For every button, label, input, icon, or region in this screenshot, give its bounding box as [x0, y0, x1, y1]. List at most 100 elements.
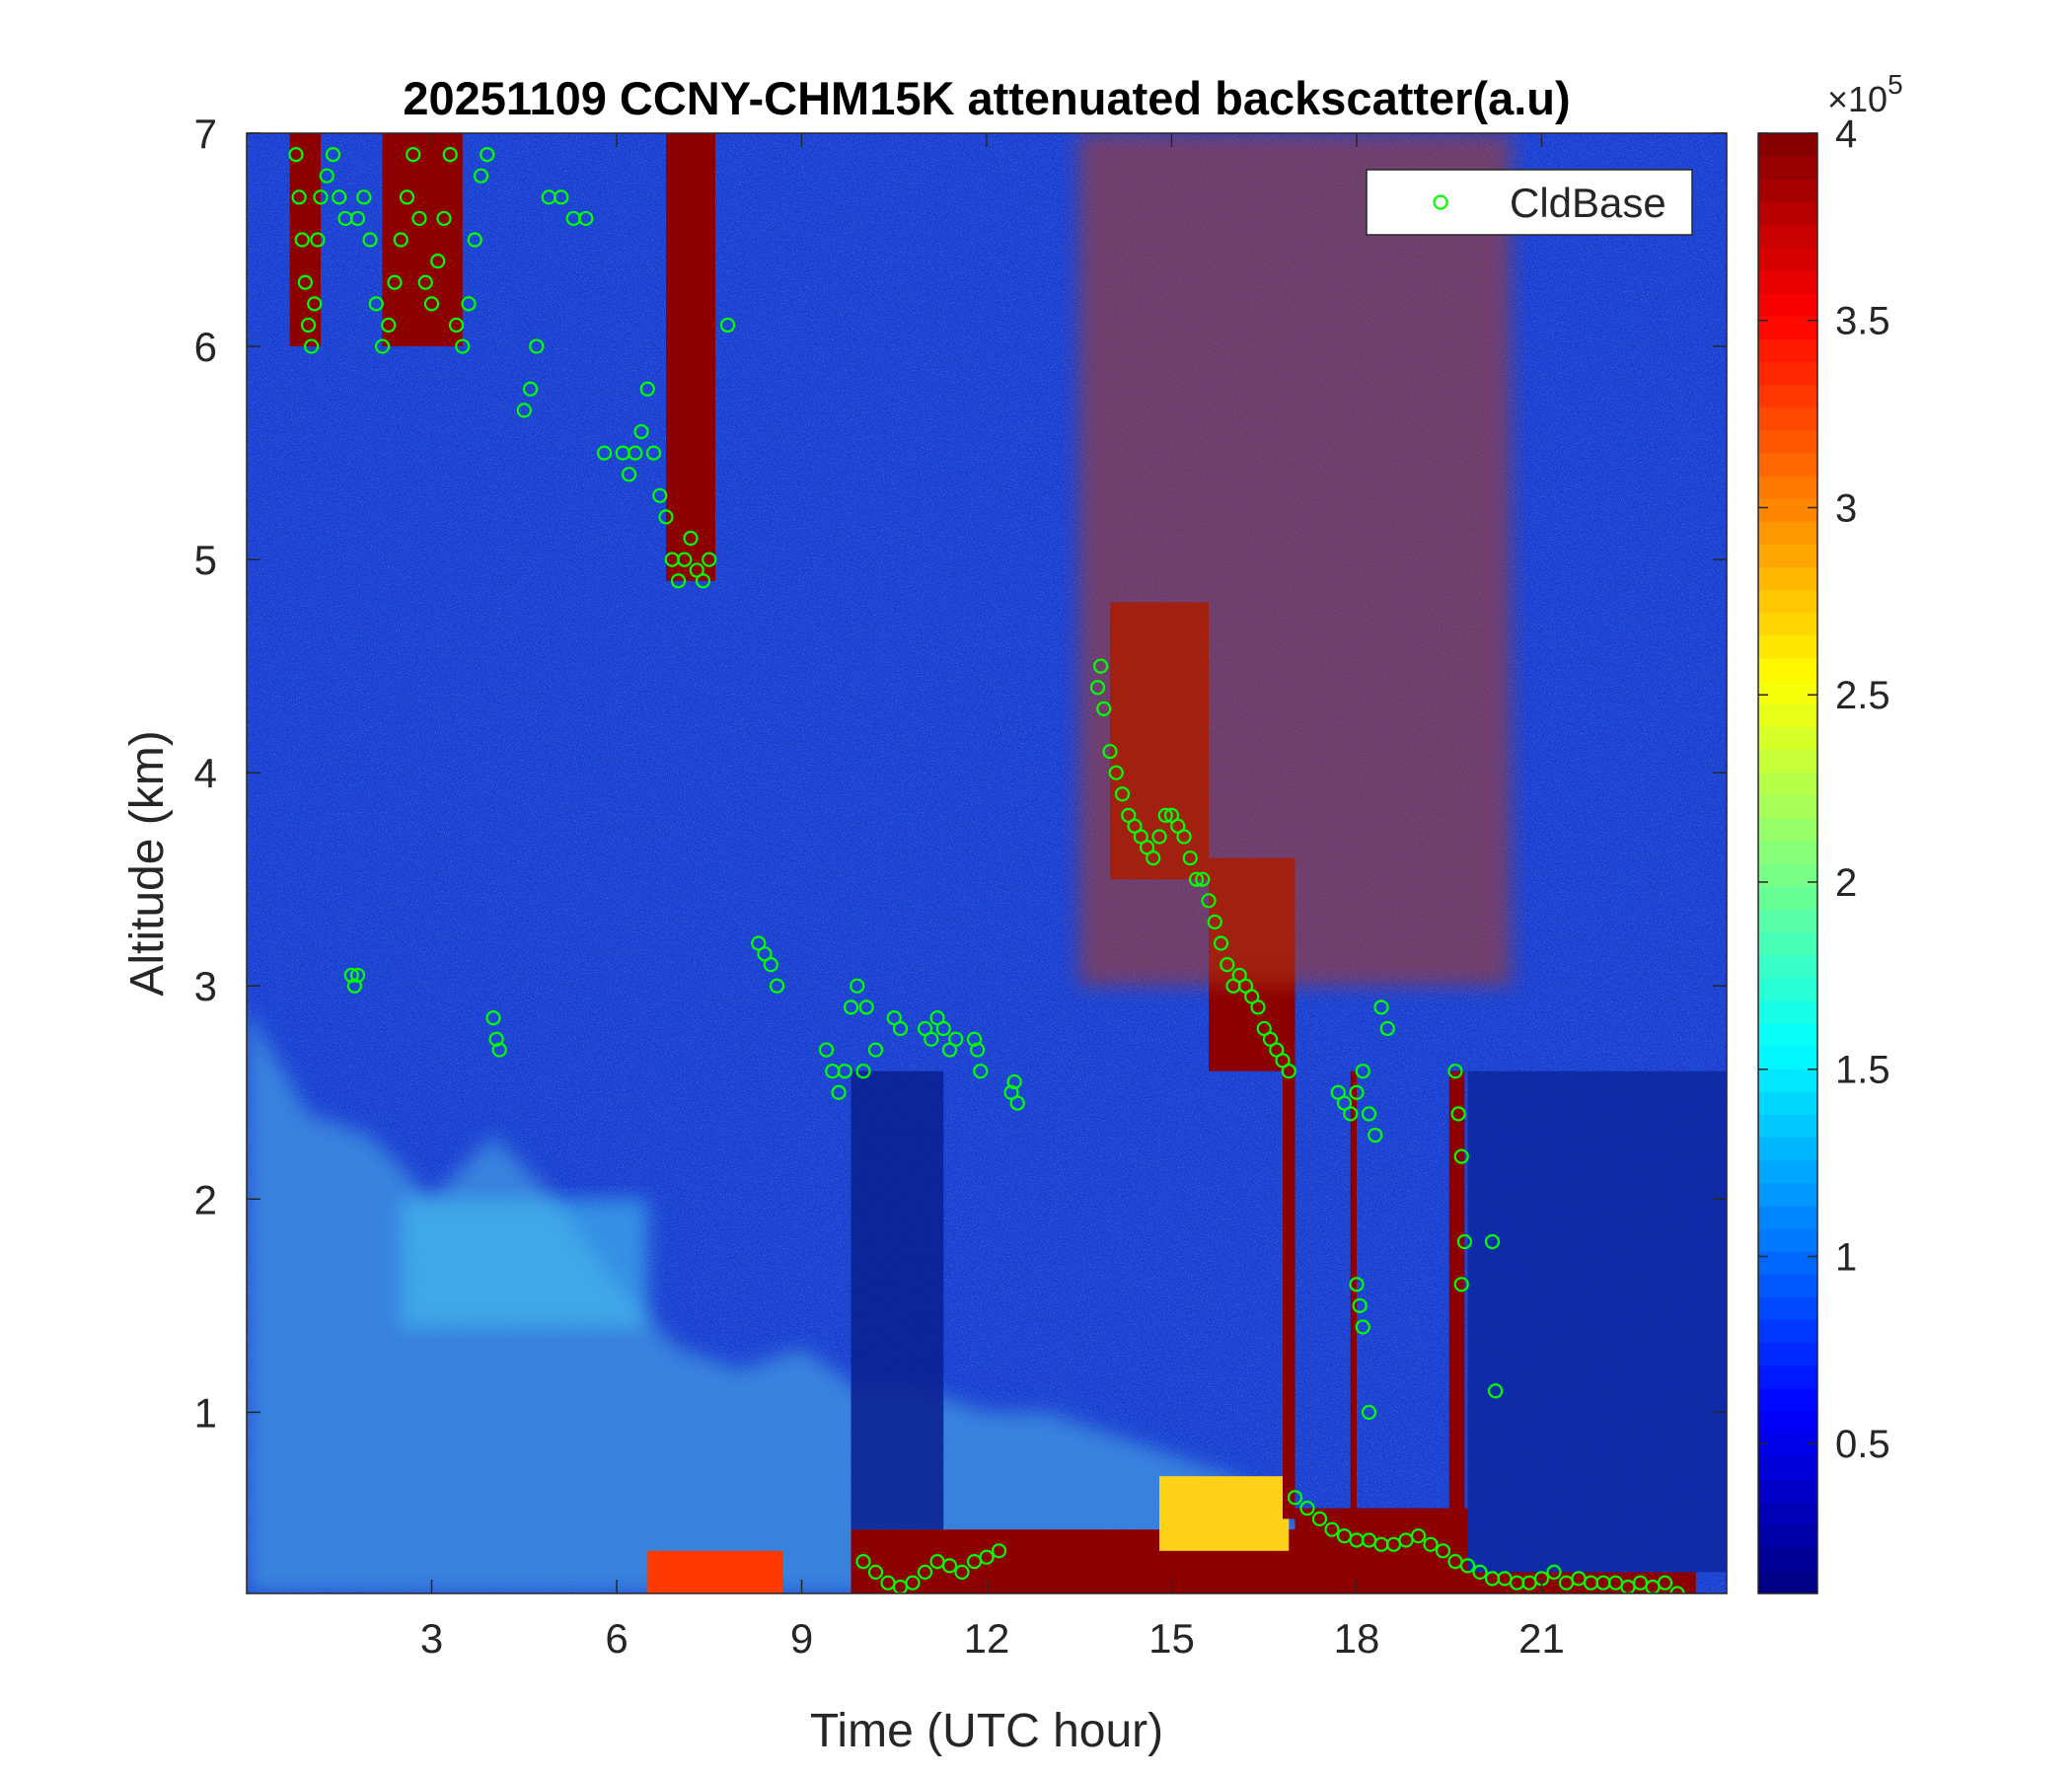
- colorbar: 0.5 1 1.5 2 2.5 3 3.5 4 ×105: [1757, 69, 1903, 1594]
- colorbar-segment: [1758, 1069, 1817, 1092]
- colorbar-tick-label: 1.5: [1835, 1049, 1890, 1092]
- colorbar-segment: [1758, 247, 1817, 271]
- plot-area: [247, 133, 1727, 1593]
- cldbase-point: [818, 1042, 835, 1058]
- legend: CldBase: [1366, 169, 1693, 236]
- colorbar-segment: [1758, 886, 1817, 910]
- cldbase-point: [850, 978, 865, 994]
- colorbar-exponent-base: ×10: [1827, 79, 1887, 119]
- colorbar-segment: [1758, 749, 1817, 774]
- cldbase-point: [485, 1010, 501, 1026]
- cldbase-point: [529, 338, 545, 354]
- cldbase-point: [1349, 1277, 1365, 1293]
- cldbase-point: [1188, 871, 1205, 887]
- cldbase-point: [522, 381, 539, 397]
- colorbar-segment: [1758, 1365, 1817, 1389]
- cldbase-point: [346, 978, 362, 994]
- cldbase-point: [1108, 765, 1124, 780]
- cldbase-point: [1102, 743, 1118, 760]
- colorbar-segment: [1758, 1091, 1817, 1115]
- cldbase-point: [1484, 1233, 1501, 1250]
- cldbase-point: [349, 210, 366, 227]
- colorbar-segment: [1758, 179, 1817, 202]
- boundary-layer: [247, 1006, 1307, 1593]
- colorbar-segment: [1758, 429, 1817, 454]
- cldbase-point: [1459, 1558, 1476, 1574]
- colorbar-tick-label: 2: [1835, 861, 1857, 905]
- cldbase-point: [628, 445, 643, 461]
- cldbase-point: [313, 189, 329, 205]
- cldbase-point: [430, 254, 446, 269]
- cloud-13: [1350, 1071, 1357, 1519]
- x-tick-label: 21: [1518, 1615, 1565, 1662]
- colorbar-segment: [1758, 1296, 1817, 1321]
- cldbase-point: [892, 1020, 909, 1037]
- colorbar-segment: [1758, 977, 1817, 1001]
- cldbase-point: [455, 338, 471, 354]
- colorbar-segment: [1758, 133, 1817, 157]
- cldbase-point: [1447, 1064, 1463, 1079]
- cldbase-point: [393, 232, 408, 248]
- cldbase-point: [867, 1042, 884, 1058]
- y-tick-label: 7: [194, 111, 217, 157]
- cldbase-point: [325, 147, 341, 163]
- colorbar-segment: [1758, 156, 1817, 180]
- cldbase-point: [288, 147, 304, 163]
- colorbar-segment: [1758, 589, 1817, 614]
- x-tick-label: 6: [605, 1615, 628, 1662]
- colorbar-segment: [1758, 794, 1817, 819]
- colorbar-tick-label: 4: [1835, 112, 1857, 156]
- y-tick-label: 4: [194, 750, 217, 796]
- cldbase-point: [677, 552, 693, 567]
- cldbase-point: [979, 1549, 995, 1565]
- cldbase-point: [670, 573, 687, 589]
- colorbar-exponent: ×105: [1827, 69, 1903, 119]
- cldbase-point: [467, 232, 482, 248]
- colorbar-tick-label: 2.5: [1835, 674, 1890, 717]
- cldbase-point: [387, 274, 403, 290]
- colorbar-segment: [1758, 407, 1817, 431]
- cldbase-point: [1151, 829, 1167, 845]
- y-axis: 1 2 3 4 5 6 7: [194, 111, 1727, 1436]
- cldbase-point: [1456, 1233, 1472, 1250]
- x-tick-label: 15: [1148, 1615, 1195, 1662]
- colorbar-segment: [1758, 954, 1817, 979]
- colorbar-segment: [1758, 361, 1817, 385]
- surface-layer-6: [1467, 1572, 1696, 1593]
- cldbase-point: [1299, 1500, 1315, 1517]
- colorbar-segment: [1758, 681, 1817, 704]
- cldbase-point: [310, 232, 326, 248]
- colorbar-segment: [1758, 201, 1817, 226]
- cldbase-point: [343, 967, 359, 984]
- cldbase-point: [1373, 999, 1389, 1015]
- cldbase-point: [1410, 1528, 1427, 1544]
- colorbar-segment: [1758, 1251, 1817, 1275]
- cloud-14: [1448, 1071, 1465, 1562]
- cldbase-point: [645, 445, 662, 461]
- x-axis-label: Time (UTC hour): [810, 1705, 1163, 1757]
- clear-column-16: [851, 1071, 944, 1530]
- colorbar-segment: [1758, 498, 1817, 522]
- cldbase-point: [297, 274, 313, 290]
- colorbar-segment: [1758, 566, 1817, 591]
- cldbase-point: [1220, 957, 1235, 973]
- cldbase-point: [973, 1064, 989, 1079]
- cldbase-point: [1009, 1095, 1025, 1111]
- colorbar-segment: [1758, 338, 1817, 362]
- colorbar-segment: [1758, 1228, 1817, 1252]
- cldbase-point: [621, 467, 637, 482]
- cldbase-point: [1423, 1536, 1439, 1552]
- cldbase-point: [855, 1553, 871, 1570]
- cldbase-point: [991, 1543, 1007, 1559]
- cldbase-point: [374, 338, 391, 354]
- cldbase-point: [769, 978, 785, 994]
- cldbase-point: [423, 296, 440, 312]
- cldbase-point: [1453, 1148, 1469, 1164]
- cloud-12: [1283, 1050, 1295, 1519]
- colorbar-segment: [1758, 909, 1817, 932]
- cloud-8: [382, 133, 463, 347]
- cldbase-point: [763, 957, 778, 973]
- colorbar-ticks: 0.5 1 1.5 2 2.5 3 3.5 4: [1758, 112, 1890, 1466]
- cldbase-point: [1114, 786, 1131, 802]
- colorbar-segment: [1758, 1479, 1817, 1504]
